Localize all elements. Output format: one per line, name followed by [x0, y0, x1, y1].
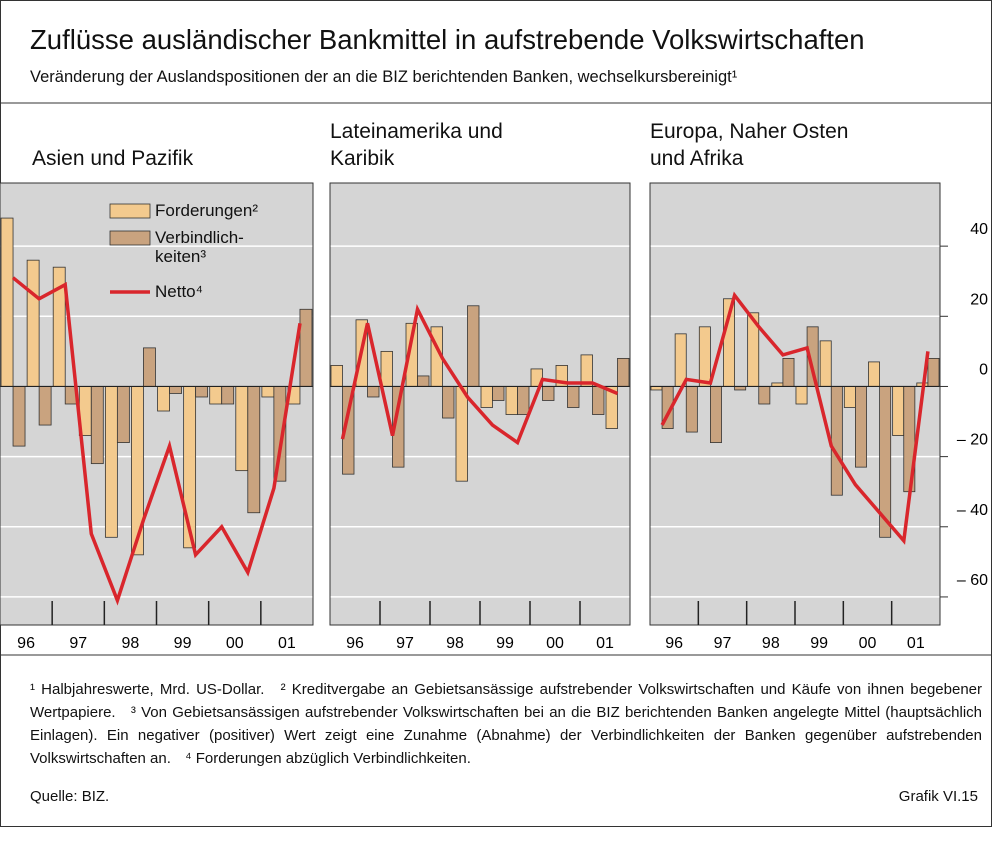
- bar: [442, 386, 455, 419]
- bar: [710, 386, 722, 443]
- bar: [116, 386, 130, 443]
- bar: [104, 386, 118, 538]
- bar: [517, 386, 530, 415]
- x-tick-label: 98: [122, 635, 140, 652]
- x-tick-label: 00: [859, 635, 877, 652]
- x-tick-label: 96: [17, 635, 35, 652]
- net-line: [340, 303, 619, 446]
- x-tick-label: 96: [346, 635, 364, 652]
- net-line: [11, 276, 302, 606]
- bar: [927, 357, 940, 387]
- bar: [417, 375, 430, 387]
- bar: [143, 347, 156, 387]
- source: Quelle: BIZ.: [30, 788, 110, 805]
- bar: [195, 386, 209, 398]
- bar: [542, 386, 555, 401]
- panel-title: Asien und Pazifik: [32, 147, 194, 170]
- x-tick-label: 99: [810, 635, 828, 652]
- bar: [892, 386, 905, 436]
- bar: [855, 386, 867, 468]
- subtitle: Veränderung der Auslandspositionen der a…: [30, 68, 738, 86]
- bar: [492, 386, 505, 401]
- plot-background: [0, 183, 313, 625]
- bar: [455, 386, 468, 482]
- bar: [221, 386, 235, 405]
- legend-label: Netto⁴: [155, 282, 203, 301]
- bar: [26, 259, 40, 387]
- figure-id: Grafik VI.15: [898, 788, 978, 805]
- bar: [12, 386, 26, 447]
- x-tick-label: 98: [762, 635, 780, 652]
- bar: [38, 386, 52, 426]
- bar: [592, 386, 605, 415]
- bar: [505, 386, 518, 415]
- x-tick-label: 98: [446, 635, 464, 652]
- y-tick-label: 40: [970, 221, 988, 238]
- bar: [261, 386, 275, 398]
- y-tick-label: 20: [970, 291, 988, 308]
- y-tick-label: 0: [979, 361, 988, 378]
- footnotes: ¹ Halbjahreswerte, Mrd. US-Dollar. ² Kre…: [30, 678, 982, 770]
- x-tick-label: 97: [396, 635, 414, 652]
- legend-swatch: [109, 203, 151, 219]
- bar: [0, 217, 14, 387]
- bar: [617, 357, 630, 387]
- x-tick-label: 99: [496, 635, 514, 652]
- legend-swatch: [109, 230, 151, 246]
- footnote: ³ Von Gebietsansässigen aufstrebender Vo…: [30, 704, 982, 767]
- y-tick-label: – 60: [957, 572, 988, 589]
- bar: [157, 386, 170, 412]
- bar: [367, 386, 380, 398]
- x-tick-label: 00: [226, 635, 244, 652]
- x-tick-label: 99: [174, 635, 192, 652]
- bar: [567, 386, 580, 408]
- footnote: ⁴ Forderungen abzüglich Verbindlichkeite…: [185, 750, 471, 767]
- bar: [758, 386, 771, 405]
- y-tick-label: – 20: [957, 432, 988, 449]
- bar: [698, 326, 711, 387]
- x-tick-label: 96: [665, 635, 683, 652]
- bar: [380, 350, 393, 387]
- bar: [819, 340, 832, 387]
- bar: [235, 386, 249, 472]
- bar: [685, 386, 698, 433]
- y-tick-label: – 40: [957, 502, 988, 519]
- x-tick-label: 00: [546, 635, 564, 652]
- bar: [843, 386, 856, 408]
- bar: [90, 386, 104, 465]
- bar: [480, 386, 493, 408]
- bar: [299, 308, 313, 387]
- x-tick-label: 01: [907, 635, 925, 652]
- bar: [782, 357, 795, 387]
- bar: [868, 361, 880, 387]
- x-tick-label: 01: [278, 635, 296, 652]
- bar: [169, 386, 182, 394]
- footnote: ² Kreditvergabe an Gebietsansässige aufs…: [30, 681, 983, 721]
- panel-title: Lateinamerika und Karibik: [330, 120, 503, 170]
- footnote: ¹ Halbjahreswerte, Mrd. US-Dollar.: [30, 681, 265, 698]
- plot-background: [330, 183, 630, 625]
- bar: [330, 365, 343, 387]
- legend-label: Verbindlich- keiten³: [155, 228, 244, 266]
- bar: [209, 386, 223, 405]
- bar: [674, 333, 687, 387]
- net-line: [660, 291, 930, 545]
- plot-background: [650, 183, 940, 625]
- bar: [795, 386, 808, 405]
- title: Zuflüsse ausländischer Bankmittel in auf…: [30, 24, 865, 55]
- x-tick-label: 97: [69, 635, 87, 652]
- panel-title: Europa, Naher Osten und Afrika: [650, 120, 849, 170]
- bar: [830, 386, 843, 496]
- x-tick-label: 01: [596, 635, 614, 652]
- x-tick-label: 97: [714, 635, 732, 652]
- bar: [467, 305, 480, 387]
- legend-label: Forderungen²: [155, 201, 259, 220]
- bar: [247, 386, 261, 514]
